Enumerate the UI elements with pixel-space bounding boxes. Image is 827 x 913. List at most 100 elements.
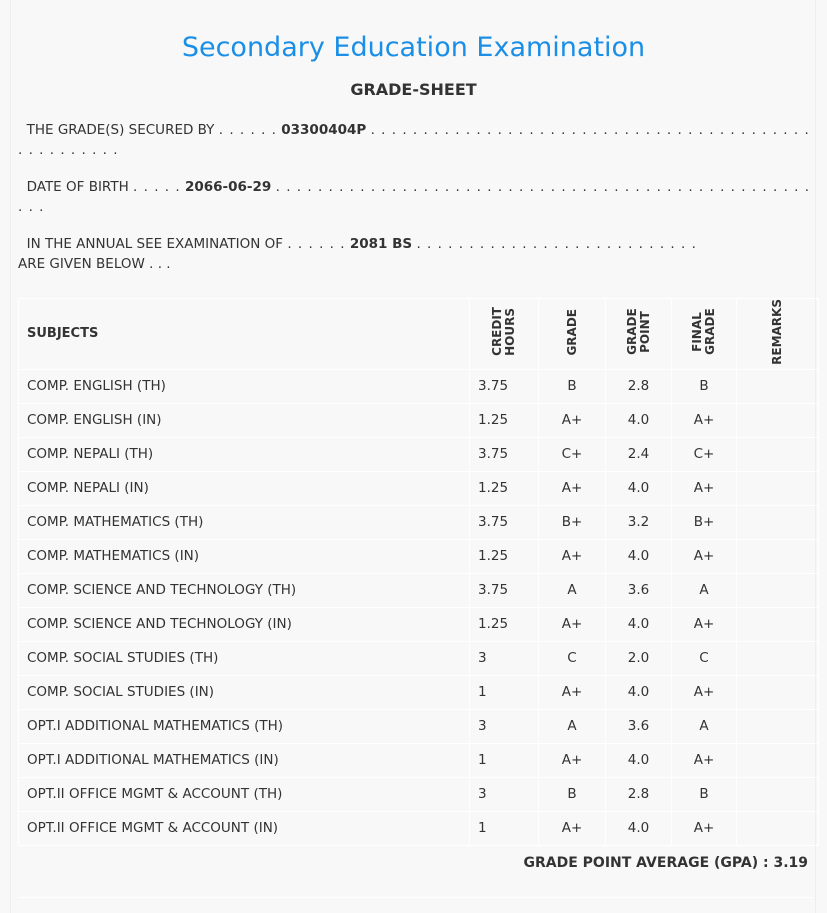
- cell-subject: COMP. MATHEMATICS (IN): [18, 538, 470, 574]
- cell-grade: A+: [538, 470, 606, 506]
- cell-credit-hours: 3.75: [469, 572, 539, 608]
- table-row: COMP. SOCIAL STUDIES (IN) 1 A+ 4.0 A+: [18, 674, 819, 710]
- cell-subject: COMP. SCIENCE AND TECHNOLOGY (TH): [18, 572, 470, 608]
- cell-remarks: [736, 606, 819, 642]
- table-row: OPT.II OFFICE MGMT & ACCOUNT (TH) 3 B 2.8 B: [18, 776, 819, 812]
- table-row: OPT.II OFFICE MGMT & ACCOUNT (IN) 1 A+ 4.0 A…: [18, 810, 819, 846]
- cell-remarks: [736, 776, 819, 812]
- cell-remarks: [736, 708, 819, 744]
- cell-grade: C+: [538, 436, 606, 472]
- cell-credit-hours: 1.25: [469, 606, 539, 642]
- cell-remarks: [736, 538, 819, 574]
- cell-credit-hours: 1: [469, 674, 539, 710]
- cell-credit-hours: 1: [469, 742, 539, 778]
- cell-grade: A+: [538, 402, 606, 438]
- cell-grade: B: [538, 776, 606, 812]
- exam-title: Secondary Education Examination: [181, 32, 646, 63]
- dob-label: DATE OF BIRTH: [26, 179, 129, 195]
- cell-final-grade: A+: [671, 742, 737, 778]
- cell-grade-point: 3.6: [605, 708, 672, 744]
- cell-credit-hours: 1: [469, 810, 539, 846]
- table-row: COMP. SCIENCE AND TECHNOLOGY (TH) 3.75 A 3.…: [18, 572, 819, 608]
- cell-credit-hours: 1.25: [469, 470, 539, 506]
- cell-subject: COMP. NEPALI (IN): [18, 470, 470, 506]
- cell-subject: COMP. NEPALI (TH): [18, 436, 470, 472]
- cell-grade-point: 2.4: [605, 436, 672, 472]
- cell-remarks: [736, 504, 819, 540]
- cell-credit-hours: 3: [469, 708, 539, 744]
- table-header: SUBJECTS CREDIT HOURS GRADE GRADE POINT …: [18, 298, 819, 370]
- cell-final-grade: C: [671, 640, 737, 676]
- cell-remarks: [736, 368, 819, 404]
- cell-final-grade: C+: [671, 436, 737, 472]
- header-credit-hours: CREDIT HOURS: [490, 307, 517, 357]
- cell-final-grade: A+: [671, 810, 737, 846]
- header-remarks: REMARKS: [770, 299, 784, 365]
- symbol-number: 03300404P: [281, 122, 367, 138]
- cell-remarks: [736, 742, 819, 778]
- exam-suffix: ARE GIVEN BELOW . . .: [18, 256, 171, 272]
- dob-line: DATE OF BIRTH . . . . . 2066-06-29 . . .…: [18, 179, 811, 215]
- exam-year: 2081 BS: [349, 236, 413, 252]
- header-final-grade: FINAL GRADE: [690, 308, 717, 356]
- cell-grade: A+: [538, 538, 606, 574]
- cell-grade-point: 4.0: [605, 742, 672, 778]
- cell-final-grade: B+: [671, 504, 737, 540]
- cell-grade: A: [538, 572, 606, 608]
- cell-grade: A+: [538, 606, 606, 642]
- cell-remarks: [736, 402, 819, 438]
- cell-final-grade: B: [671, 776, 737, 812]
- cell-grade-point: 4.0: [605, 674, 672, 710]
- cell-credit-hours: 1.25: [469, 402, 539, 438]
- cell-grade: B+: [538, 504, 606, 540]
- cell-grade: A: [538, 708, 606, 744]
- cell-final-grade: A+: [671, 606, 737, 642]
- table-row: COMP. SOCIAL STUDIES (TH) 3 C 2.0 C: [18, 640, 819, 676]
- cell-final-grade: A: [671, 708, 737, 744]
- table-row: COMP. MATHEMATICS (IN) 1.25 A+ 4.0 A+: [18, 538, 819, 574]
- cell-final-grade: B: [671, 368, 737, 404]
- cell-subject: COMP. ENGLISH (IN): [18, 402, 470, 438]
- cell-subject: OPT.II OFFICE MGMT & ACCOUNT (IN): [18, 810, 470, 846]
- cell-grade-point: 4.0: [605, 810, 672, 846]
- cell-grade: A+: [538, 674, 606, 710]
- cell-final-grade: A: [671, 572, 737, 608]
- cell-final-grade: A+: [671, 674, 737, 710]
- cell-final-grade: A+: [671, 470, 737, 506]
- cell-subject: OPT.I ADDITIONAL MATHEMATICS (IN): [18, 742, 470, 778]
- cell-credit-hours: 3.75: [469, 504, 539, 540]
- secured-by-label: THE GRADE(S) SECURED BY: [26, 122, 215, 138]
- cell-remarks: [736, 674, 819, 710]
- cell-final-grade: A+: [671, 402, 737, 438]
- header-subjects: SUBJECTS: [18, 298, 470, 370]
- cell-remarks: [736, 640, 819, 676]
- divider: [18, 897, 813, 898]
- dob-value: 2066-06-29: [184, 179, 272, 195]
- cell-subject: COMP. SCIENCE AND TECHNOLOGY (IN): [18, 606, 470, 642]
- cell-grade-point: 2.0: [605, 640, 672, 676]
- cell-credit-hours: 3: [469, 640, 539, 676]
- table-row: COMP. NEPALI (TH) 3.75 C+ 2.4 C+: [18, 436, 819, 472]
- cell-subject: COMP. ENGLISH (TH): [18, 368, 470, 404]
- exam-label: IN THE ANNUAL SEE EXAMINATION OF: [26, 236, 284, 252]
- cell-credit-hours: 1.25: [469, 538, 539, 574]
- cell-credit-hours: 3: [469, 776, 539, 812]
- table-row: OPT.I ADDITIONAL MATHEMATICS (IN) 1 A+ 4.0 A…: [18, 742, 819, 778]
- header-grade-point: GRADE POINT: [624, 308, 652, 356]
- table-row: COMP. MATHEMATICS (TH) 3.75 B+ 3.2 B+: [18, 504, 819, 540]
- grade-sheet-heading: GRADE-SHEET: [350, 80, 477, 99]
- cell-remarks: [736, 810, 819, 846]
- cell-grade-point: 4.0: [605, 402, 672, 438]
- cell-grade-point: 4.0: [605, 470, 672, 506]
- cell-grade-point: 2.8: [605, 776, 672, 812]
- cell-credit-hours: 3.75: [469, 436, 539, 472]
- grades-table: SUBJECTS CREDIT HOURS GRADE GRADE POINT …: [18, 298, 819, 846]
- cell-subject: OPT.I ADDITIONAL MATHEMATICS (TH): [18, 708, 470, 744]
- cell-subject: OPT.II OFFICE MGMT & ACCOUNT (TH): [18, 776, 470, 812]
- cell-remarks: [736, 436, 819, 472]
- secured-by-line: THE GRADE(S) SECURED BY . . . . . . 0330…: [18, 122, 810, 158]
- cell-subject: COMP. MATHEMATICS (TH): [18, 504, 470, 540]
- cell-grade-point: 4.0: [605, 606, 672, 642]
- cell-subject: COMP. SOCIAL STUDIES (IN): [18, 674, 470, 710]
